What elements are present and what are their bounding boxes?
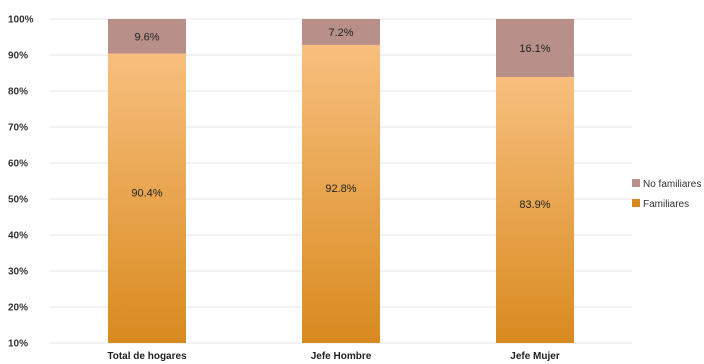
x-tick-label: Total de hogares <box>107 351 187 362</box>
y-tick-label: 90% <box>8 51 28 62</box>
y-tick-label: 20% <box>8 303 28 314</box>
y-tick-label: 80% <box>8 87 28 98</box>
legend-swatch <box>632 199 640 207</box>
y-tick-label: 10% <box>8 339 28 350</box>
bar-no-familiares <box>496 19 574 77</box>
data-label-familiares: 83.9% <box>519 199 550 211</box>
bar-no-familiares <box>108 19 186 54</box>
y-tick-label: 70% <box>8 123 28 134</box>
data-label-no-familiares: 7.2% <box>328 27 353 39</box>
data-labels: 90.4% 9.6% 92.8% 7.2% 83.9% 16.1% <box>131 27 550 211</box>
data-label-no-familiares: 16.1% <box>519 43 550 55</box>
y-tick-label: 50% <box>8 195 28 206</box>
legend-swatch <box>632 179 640 187</box>
bar-familiares <box>108 53 186 344</box>
bar-familiares <box>496 76 574 344</box>
x-tick-label: Jefe Mujer <box>510 351 560 362</box>
y-tick-label: 40% <box>8 231 28 242</box>
y-axis-ticks: 10% 20% 30% 40% 50% 60% 70% 80% 90% 100% <box>8 15 34 350</box>
x-axis-ticks: Total de hogares Jefe Hombre Jefe Mujer <box>107 351 559 362</box>
legend-label: No familiares <box>643 179 701 190</box>
y-tick-label: 100% <box>8 15 34 26</box>
bar-familiares <box>302 44 380 344</box>
y-tick-label: 30% <box>8 267 28 278</box>
bar-no-familiares <box>302 19 380 45</box>
legend: No familiares Familiares <box>632 179 701 210</box>
bars <box>108 19 574 344</box>
legend-label: Familiares <box>643 199 689 210</box>
y-tick-label: 60% <box>8 159 28 170</box>
x-tick-label: Jefe Hombre <box>311 351 372 362</box>
data-label-familiares: 90.4% <box>131 187 162 199</box>
data-label-familiares: 92.8% <box>325 183 356 195</box>
data-label-no-familiares: 9.6% <box>134 31 159 43</box>
